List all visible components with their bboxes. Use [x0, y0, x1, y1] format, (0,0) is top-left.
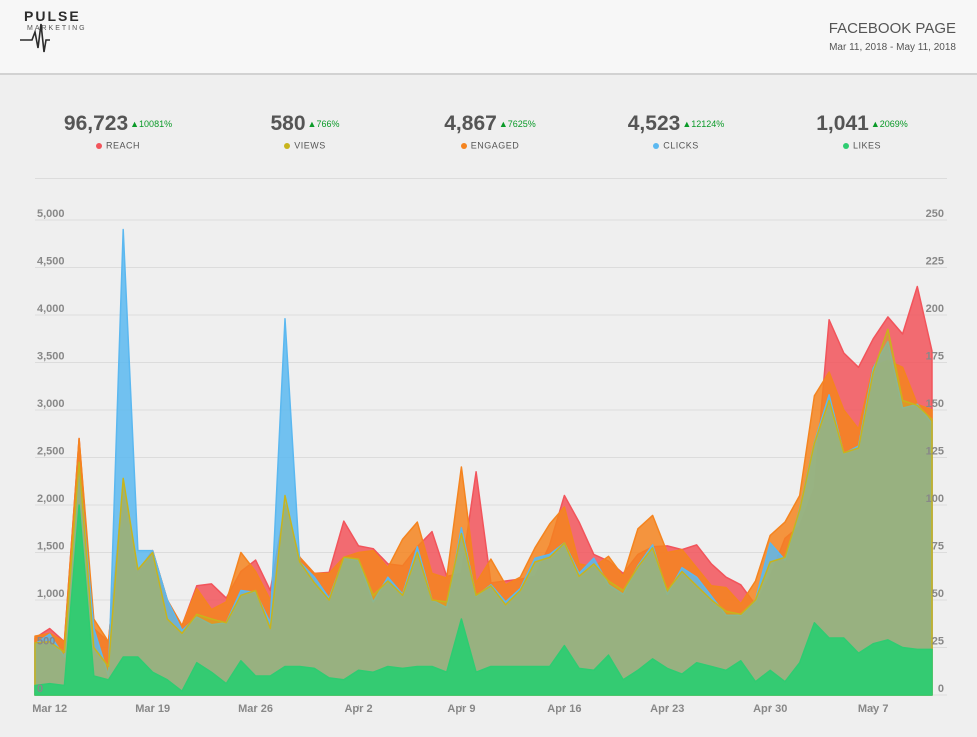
legend-dot-views — [284, 142, 291, 149]
y-right-tick-label: 25 — [932, 636, 944, 648]
kpi-engaged: 4,867 ▲7625% ENGAGED — [410, 112, 570, 151]
kpi-label: CLICKS — [663, 140, 699, 151]
divider — [35, 178, 947, 179]
y-right-tick-label: 0 — [938, 683, 944, 695]
y-right-tick-label: 225 — [926, 256, 944, 268]
kpi-value: 1,041 — [816, 112, 869, 135]
y-right-tick-label: 50 — [932, 588, 944, 600]
y-right-tick-label: 250 — [926, 208, 944, 220]
x-tick-label: Mar 26 — [238, 703, 273, 715]
kpi-value: 580 — [270, 112, 306, 135]
kpi-views: 580 ▲766% VIEWS — [225, 112, 385, 151]
y-left-tick-label: 4,500 — [37, 256, 65, 268]
series-area-views — [34, 328, 933, 696]
header: PULSE MARKETING FACEBOOK PAGE Mar 11, 20… — [0, 0, 977, 75]
y-right-tick-label: 75 — [932, 541, 944, 553]
kpi-label: ENGAGED — [470, 140, 520, 151]
y-left-tick-label: 1,500 — [37, 541, 65, 553]
y-left-tick-label: 4,000 — [37, 303, 65, 315]
y-left-tick-label: 2,500 — [37, 446, 65, 458]
x-tick-label: Apr 23 — [650, 703, 684, 715]
y-left-tick-label: 3,000 — [37, 398, 65, 410]
kpi-likes: 1,041 ▲2069% LIKES — [782, 112, 942, 151]
kpi-value: 4,867 — [444, 112, 497, 135]
x-tick-label: Apr 30 — [753, 703, 787, 715]
pulse-logo — [20, 23, 50, 53]
x-tick-label: Mar 19 — [135, 703, 170, 715]
date-range: Mar 11, 2018 - May 11, 2018 — [829, 42, 956, 53]
y-left-tick-label: 3,500 — [37, 351, 65, 363]
y-right-tick-label: 100 — [926, 493, 944, 505]
x-tick-label: Apr 2 — [344, 703, 372, 715]
y-right-tick-label: 200 — [926, 303, 944, 315]
y-left-tick-label: 2,000 — [37, 493, 65, 505]
x-tick-label: Apr 9 — [447, 703, 475, 715]
logo-subtext: MARKETING — [27, 25, 87, 32]
legend-dot-clicks — [653, 142, 660, 149]
legend-dot-likes — [842, 142, 849, 149]
legend-dot-engaged — [460, 142, 467, 149]
x-tick-label: May 7 — [858, 703, 889, 715]
kpi-label: LIKES — [852, 140, 881, 151]
y-left-tick-label: 0 — [37, 683, 43, 695]
kpi-change: ▲2069% — [870, 119, 908, 129]
kpi-change: ▲12124% — [682, 119, 725, 129]
x-tick-label: Apr 16 — [547, 703, 581, 715]
kpi-change: ▲7625% — [498, 119, 536, 129]
y-right-tick-label: 175 — [926, 351, 944, 363]
kpi-clicks: 4,523 ▲12124% CLICKS — [596, 112, 756, 151]
y-right-tick-label: 125 — [926, 446, 944, 458]
area-chart: 05001,0001,5002,0002,5003,0003,5004,0004… — [32, 208, 947, 715]
kpi-label: REACH — [105, 140, 140, 151]
y-left-tick-label: 1,000 — [37, 588, 65, 600]
series-area-likes — [34, 504, 933, 696]
legend-dot-reach — [95, 142, 102, 149]
kpi-value: 96,723 — [63, 112, 129, 135]
kpi-label: VIEWS — [294, 140, 326, 151]
kpi-change: ▲10081% — [130, 119, 173, 129]
y-left-tick-label: 5,000 — [37, 208, 65, 220]
logo-text: PULSE — [24, 8, 81, 24]
page-title: FACEBOOK PAGE — [828, 20, 956, 37]
y-right-tick-label: 150 — [926, 398, 944, 410]
y-left-tick-label: 500 — [37, 636, 55, 648]
kpi-reach: 96,723 ▲10081% REACH — [38, 112, 198, 151]
kpi-change: ▲766% — [307, 119, 340, 129]
kpi-value: 4,523 — [627, 112, 681, 135]
x-tick-label: Mar 12 — [32, 703, 67, 715]
